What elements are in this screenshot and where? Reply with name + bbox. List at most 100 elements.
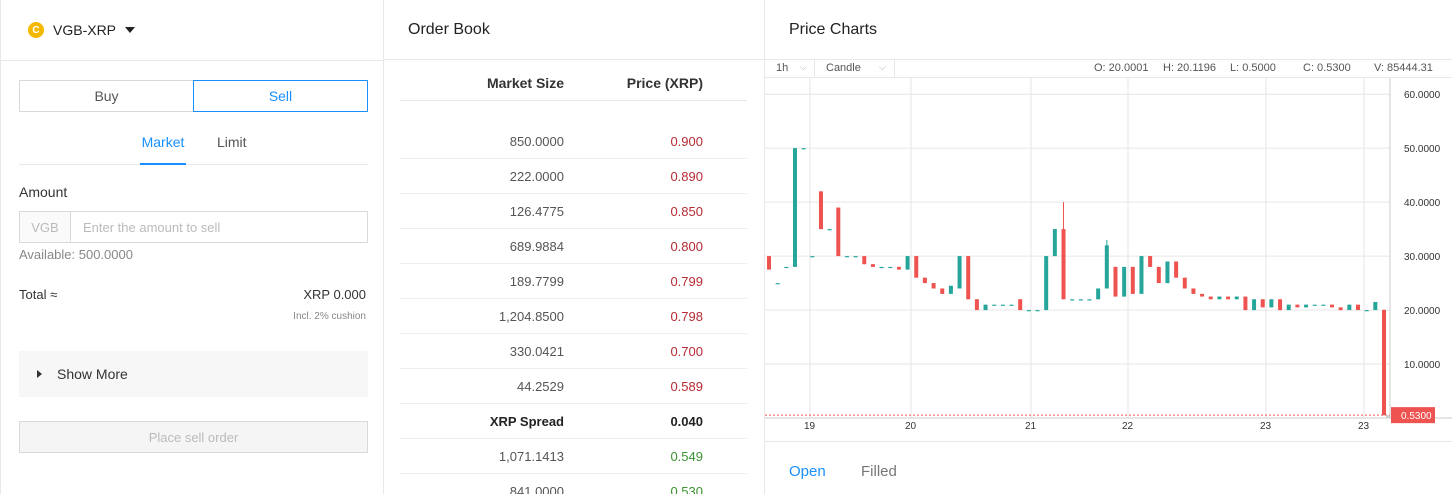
candle-body bbox=[1200, 293, 1205, 297]
order-price: 0.530 bbox=[670, 484, 703, 494]
ask-row[interactable]: 689.9884 0.800 bbox=[400, 229, 747, 264]
tab-open[interactable]: Open bbox=[789, 463, 826, 480]
candle-body bbox=[784, 266, 789, 269]
candle-body bbox=[1356, 304, 1361, 311]
pair-name: VGB-XRP bbox=[53, 22, 117, 38]
order-price: 0.589 bbox=[670, 379, 703, 394]
candle-body bbox=[931, 283, 936, 289]
candle-body bbox=[1000, 304, 1005, 306]
candle-body bbox=[1382, 310, 1386, 416]
orders-tabs: Open Filled bbox=[765, 441, 1452, 494]
order-price: 0.890 bbox=[670, 169, 703, 184]
y-tick-label: 60.0000 bbox=[1404, 90, 1441, 101]
candle-body bbox=[792, 148, 797, 267]
x-tick-label: 19 bbox=[804, 421, 816, 432]
ohlc-open: O: 20.0001 bbox=[1094, 62, 1149, 74]
candle-body bbox=[992, 304, 997, 306]
candle-body bbox=[836, 207, 841, 257]
amount-input[interactable] bbox=[71, 212, 367, 242]
order-form-panel: C VGB-XRP Buy Sell Market Limit Amount V… bbox=[0, 0, 384, 494]
col-price: Price (XRP) bbox=[626, 75, 703, 91]
available-balance: Available: 500.0000 bbox=[19, 247, 133, 262]
tab-limit[interactable]: Limit bbox=[217, 134, 247, 150]
price-charts-title: Price Charts bbox=[789, 21, 878, 38]
candlestick-chart[interactable]: 60.0000 50.0000 40.0000 30.0000 20.0000 10.00… bbox=[765, 78, 1452, 441]
x-tick-label: 21 bbox=[1025, 421, 1037, 432]
candle-body bbox=[1009, 304, 1014, 306]
chart-style-select[interactable]: Candle bbox=[826, 62, 861, 74]
order-book-rows: 850.0000 0.900 222.0000 0.890 126.4775 0.850 6… bbox=[400, 124, 747, 494]
y-tick-label: 10.0000 bbox=[1404, 360, 1441, 371]
order-book-title: Order Book bbox=[408, 21, 490, 38]
show-more-toggle[interactable]: Show More bbox=[19, 351, 368, 397]
chart-toolbar: 1h ⌵ Candle ⌵ O: 20.0001 H: 20.1196 L: 0… bbox=[765, 59, 1452, 78]
last-price-badge bbox=[1391, 407, 1435, 424]
divider bbox=[384, 59, 765, 60]
ask-row[interactable]: 850.0000 0.900 bbox=[400, 124, 747, 159]
candle-body bbox=[1260, 299, 1265, 308]
candle-body bbox=[1182, 277, 1187, 289]
candle-body bbox=[1130, 266, 1135, 294]
ask-row[interactable]: 222.0000 0.890 bbox=[400, 159, 747, 194]
candle-body bbox=[827, 229, 832, 231]
candle-body bbox=[844, 256, 849, 258]
order-size: 1,071.1413 bbox=[498, 449, 564, 464]
coin-icon: C bbox=[28, 22, 44, 38]
candle-body bbox=[922, 277, 927, 284]
candle-body bbox=[1044, 256, 1049, 311]
x-tick-label: 23 bbox=[1358, 421, 1370, 432]
interval-select[interactable]: 1h bbox=[776, 62, 789, 74]
order-size: 850.0000 bbox=[509, 134, 564, 149]
candle-body bbox=[974, 299, 979, 311]
pair-selector[interactable]: C VGB-XRP bbox=[1, 0, 383, 61]
candle-body bbox=[1104, 245, 1109, 289]
ask-row[interactable]: 330.0421 0.700 bbox=[400, 334, 747, 369]
bid-row[interactable]: 841.0000 0.530 bbox=[400, 474, 747, 494]
candle-body bbox=[896, 266, 901, 270]
candle-body bbox=[1018, 299, 1023, 311]
candle-body bbox=[1234, 296, 1239, 300]
toolbar-separator bbox=[894, 60, 895, 77]
show-more-label: Show More bbox=[57, 366, 128, 382]
order-size: 689.9884 bbox=[509, 239, 564, 254]
order-price: 0.850 bbox=[670, 204, 703, 219]
ask-row[interactable]: 126.4775 0.850 bbox=[400, 194, 747, 229]
candle-body bbox=[1321, 304, 1326, 306]
ohlc-high: H: 20.1196 bbox=[1163, 62, 1217, 74]
bid-row[interactable]: 1,071.1413 0.549 bbox=[400, 439, 747, 474]
ask-row[interactable]: 189.7799 0.799 bbox=[400, 264, 747, 299]
y-tick-label: 20.0000 bbox=[1404, 306, 1441, 317]
candle-body bbox=[1113, 266, 1118, 297]
candle-body bbox=[1061, 229, 1066, 300]
order-size: 44.2529 bbox=[517, 379, 564, 394]
candle-body bbox=[1338, 307, 1343, 311]
candle-body bbox=[853, 256, 858, 258]
order-price: 0.800 bbox=[670, 239, 703, 254]
buy-button[interactable]: Buy bbox=[19, 80, 193, 112]
order-price: 0.549 bbox=[670, 449, 703, 464]
x-tick-label: 20 bbox=[905, 421, 917, 432]
tab-market[interactable]: Market bbox=[140, 134, 186, 165]
order-price: 0.798 bbox=[670, 309, 703, 324]
chevron-down-icon: ⌵ bbox=[879, 62, 886, 72]
candle-body bbox=[1052, 229, 1057, 257]
toolbar-separator bbox=[814, 60, 815, 77]
candle-body bbox=[914, 256, 919, 278]
ask-row[interactable]: 44.2529 0.589 bbox=[400, 369, 747, 404]
order-size: 841.0000 bbox=[509, 484, 564, 494]
candle-body bbox=[801, 148, 806, 150]
candle-body bbox=[1286, 304, 1291, 311]
candle-body bbox=[767, 256, 771, 270]
candle-body bbox=[1295, 304, 1300, 308]
candle-body bbox=[870, 264, 875, 267]
tab-filled[interactable]: Filled bbox=[861, 463, 897, 480]
candle-body bbox=[1252, 299, 1257, 311]
order-type-tabs: Market Limit bbox=[19, 128, 368, 165]
sell-button[interactable]: Sell bbox=[193, 80, 368, 112]
candle-body bbox=[1070, 299, 1075, 301]
place-sell-order-button[interactable]: Place sell order bbox=[19, 421, 368, 453]
candle-body bbox=[1226, 296, 1231, 300]
order-price: 0.700 bbox=[670, 344, 703, 359]
ask-row[interactable]: 1,204.8500 0.798 bbox=[400, 299, 747, 334]
candle-body bbox=[1191, 288, 1196, 294]
